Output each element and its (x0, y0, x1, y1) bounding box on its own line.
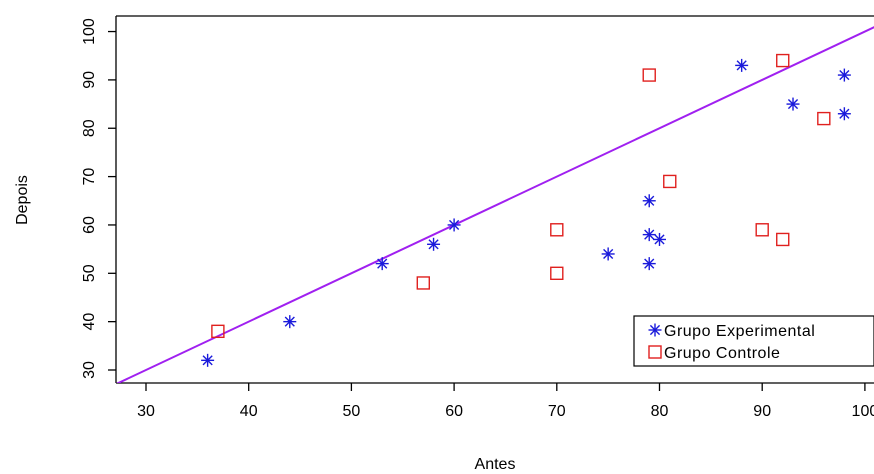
experimental-point (642, 257, 656, 271)
legend-label-control: Grupo Controle (664, 345, 780, 362)
control-point (550, 223, 564, 237)
x-tick-label: 80 (651, 403, 669, 420)
x-axis: 30 40 50 60 70 80 90 100 (137, 383, 874, 420)
x-tick-label: 50 (343, 403, 361, 420)
y-tick-label: 90 (81, 71, 98, 89)
y-tick-label: 50 (81, 264, 98, 282)
asterisk-stroke (644, 258, 655, 269)
control-point (416, 276, 430, 290)
asterisk-stroke (377, 258, 388, 269)
experimental-point (653, 232, 666, 246)
y-tick-label: 40 (81, 313, 98, 331)
y-tick-label: 60 (81, 216, 98, 234)
x-tick-label: 70 (548, 403, 566, 420)
experimental-point (642, 228, 656, 242)
legend-control-marker (648, 345, 662, 359)
experimental-point (837, 68, 851, 82)
control-point (776, 232, 790, 247)
y-axis: 30 40 50 60 70 80 90 100 (81, 18, 116, 379)
y-tick-label: 80 (81, 119, 98, 137)
control-point (550, 266, 564, 280)
legend-label-experimental: Grupo Experimental (664, 323, 815, 340)
legend-box (633, 315, 874, 367)
y-tick-label: 70 (81, 168, 98, 186)
y-axis-title: Depois (14, 175, 31, 225)
asterisk-stroke (839, 108, 850, 119)
x-tick-label: 100 (852, 403, 874, 420)
experimental-point (283, 315, 297, 329)
asterisk-stroke (644, 195, 655, 206)
x-tick-label: 40 (240, 403, 258, 420)
asterisk-stroke (649, 324, 661, 336)
control-point (663, 174, 677, 189)
control-point (817, 111, 831, 126)
x-tick-label: 90 (753, 403, 771, 420)
control-point (776, 53, 790, 68)
experimental-point (642, 194, 656, 208)
x-axis-title: Antes (475, 456, 516, 473)
control-point (642, 68, 656, 82)
asterisk-stroke (736, 60, 747, 71)
asterisk-stroke (839, 69, 850, 81)
asterisk-stroke (603, 248, 614, 260)
experimental-point (201, 353, 215, 367)
asterisk-stroke (284, 316, 295, 327)
asterisk-stroke (787, 98, 799, 110)
reference-line-layer (116, 26, 874, 383)
points-layer (201, 53, 851, 367)
experimental-point (375, 257, 389, 271)
asterisk-stroke (202, 355, 213, 366)
control-point (755, 223, 769, 237)
x-tick-label: 60 (445, 403, 463, 420)
legend-experimental-marker (648, 323, 662, 337)
experimental-point (735, 58, 749, 72)
asterisk-stroke (654, 234, 665, 245)
control-point (211, 324, 225, 339)
y-tick-label: 100 (81, 18, 98, 45)
legend: Grupo Experimental Grupo Controle (633, 315, 874, 367)
asterisk-stroke (428, 239, 439, 250)
experimental-point (786, 97, 800, 111)
experimental-point (837, 107, 851, 121)
reference-line (116, 26, 874, 383)
experimental-point (427, 237, 441, 251)
asterisk-stroke (449, 219, 460, 231)
y-tick-label: 30 (81, 361, 98, 379)
experimental-point (447, 218, 461, 232)
asterisk-stroke (644, 229, 655, 240)
experimental-point (601, 247, 615, 261)
x-tick-label: 30 (137, 403, 155, 420)
